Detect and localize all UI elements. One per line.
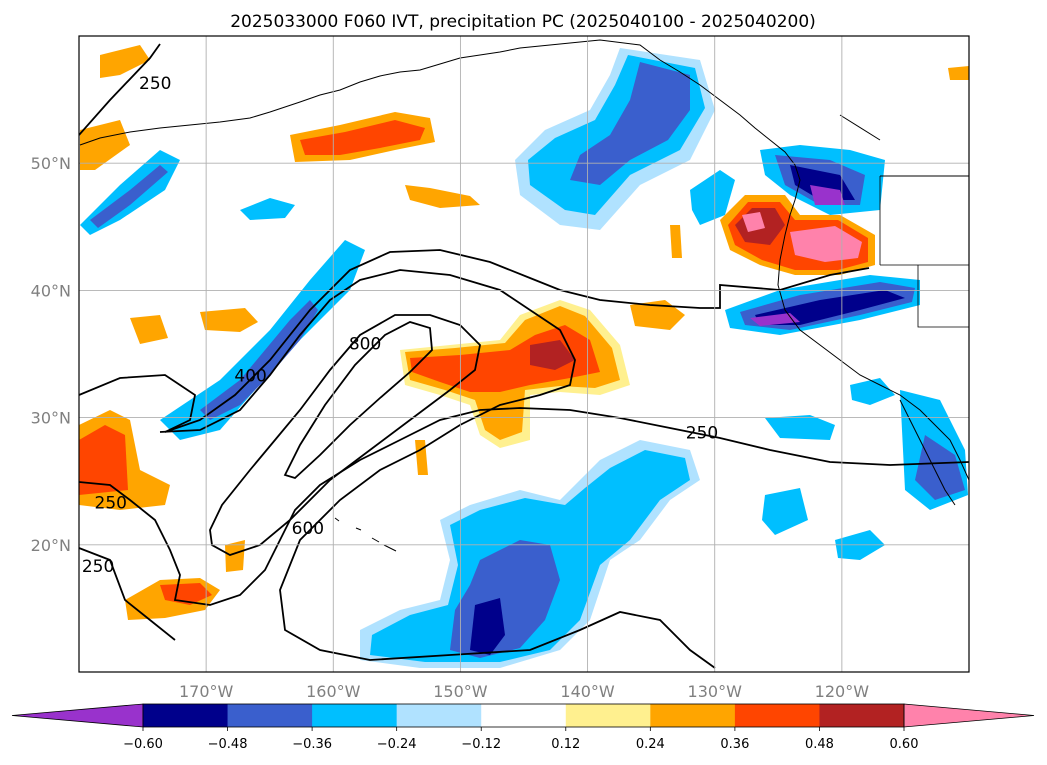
colorbar-segment	[396, 704, 482, 727]
pos-anomaly-central-pacific-dark	[530, 340, 575, 370]
colorbar-segment	[143, 704, 229, 727]
pos-anomaly-small-i	[100, 45, 150, 78]
lon-tick-label: 150°W	[433, 682, 488, 701]
ivt-800	[283, 321, 433, 480]
neg-anomaly-small-1	[240, 198, 295, 220]
lon-tick-label: 120°W	[815, 682, 870, 701]
contour-label: 250	[95, 494, 127, 514]
longitude-labels: 170°W 160°W 150°W 140°W 130°W 120°W	[179, 682, 869, 701]
lon-tick-label: 140°W	[560, 682, 615, 701]
colorbar-tick-label: 0.36	[720, 737, 749, 752]
colorbar-segment	[312, 704, 398, 727]
lat-tick-label: 20°N	[31, 536, 71, 555]
colorbar-tick-label: 0.48	[805, 737, 834, 752]
neg-anomaly-small-5	[765, 415, 835, 440]
colorbar-tick-label: 0.60	[890, 737, 919, 752]
colorbar-segment	[734, 704, 820, 727]
contour-label: 400	[234, 366, 266, 386]
latitude-labels: 50°N 40°N 30°N 20°N	[31, 154, 71, 555]
pos-anomaly-small-b	[130, 315, 168, 344]
pos-anomaly-westedge-red	[79, 425, 128, 495]
baja-peninsula	[899, 399, 956, 506]
colorbar-segment	[481, 704, 567, 727]
colorbar-outline	[142, 703, 905, 728]
hawaii-islands	[334, 517, 397, 552]
lat-tick-label: 30°N	[31, 409, 71, 428]
pos-anomaly-aleutian-red	[300, 120, 425, 155]
figure-title: 2025033000 F060 IVT, precipitation PC (2…	[230, 12, 816, 32]
neg-anomaly-small-2	[690, 170, 735, 225]
canada-border	[839, 114, 969, 177]
pos-anomaly-small-h	[225, 540, 245, 572]
colorbar-tick-label: 0.12	[551, 737, 580, 752]
us-state-lines	[879, 176, 969, 328]
contour-label: 250	[139, 74, 171, 94]
contour-label: 250	[82, 557, 114, 577]
colorbar-tick-label: −0.60	[123, 737, 163, 752]
pos-anomaly-small-a	[200, 308, 258, 332]
colorbar-tick-label: −0.36	[292, 737, 332, 752]
neg-anomaly-small-3	[762, 488, 808, 535]
lon-tick-label: 130°W	[688, 682, 743, 701]
colorbar-segment	[819, 704, 905, 727]
ivt-600	[209, 314, 481, 556]
map-panel: 250 400 800 600 250 250 250	[78, 35, 970, 673]
neg-anomaly-subtropics-dark	[470, 598, 505, 655]
neg-anomaly-california-purple	[750, 313, 800, 326]
neg-anomaly-baja-inner	[915, 435, 965, 500]
ivt-400	[159, 269, 716, 669]
colorbar-tick-label: 0.24	[636, 737, 665, 752]
pos-anomaly-small-f	[670, 225, 682, 258]
ivt-250-north	[79, 43, 161, 136]
pos-anomaly-southwest-red	[160, 583, 212, 605]
precip-pc-fills	[79, 45, 969, 668]
pos-anomaly-small-c	[630, 300, 685, 330]
contour-labels: 250 400 800 600 250 250 250	[82, 74, 718, 577]
colorbar-segment	[565, 704, 651, 727]
pos-anomaly-small-j	[948, 66, 969, 80]
lat-tick-label: 50°N	[31, 154, 71, 173]
gridlines	[79, 36, 969, 672]
coastlines	[79, 39, 969, 552]
pos-anomaly-oregon-pink-small	[742, 212, 765, 232]
colorbar-segment	[650, 704, 736, 727]
lon-tick-label: 170°W	[179, 682, 234, 701]
colorbar	[11, 703, 1035, 728]
colorbar-tick-label: −0.12	[461, 737, 501, 752]
neg-anomaly-bc-purple	[810, 185, 845, 205]
neg-anomaly-west-pacific-inner	[200, 300, 318, 420]
ivt-250-main	[79, 249, 870, 433]
neg-anomaly-gulf-alaska-inner	[570, 62, 690, 185]
map-border	[78, 35, 970, 673]
lat-tick-label: 40°N	[31, 281, 71, 300]
contour-label: 600	[292, 519, 324, 539]
colorbar-extend-max	[903, 703, 1035, 728]
colorbar-segment	[227, 704, 313, 727]
ivt-contours	[79, 43, 969, 669]
colorbar-labels: −0.60 −0.48 −0.36 −0.24 −0.12 0.12 0.24 0.36 0.4…	[123, 727, 918, 752]
ivt-250-west	[79, 547, 176, 641]
pos-anomaly-small-d	[80, 120, 130, 170]
contour-label: 800	[349, 335, 381, 355]
contour-label: 250	[686, 424, 718, 444]
colorbar-tick-label: −0.48	[208, 737, 248, 752]
pos-anomaly-small-g	[415, 440, 428, 475]
lon-tick-label: 160°W	[306, 682, 361, 701]
pos-anomaly-small-e	[405, 185, 480, 208]
alaska-coast	[79, 39, 969, 481]
pos-anomaly-oregon-pink	[790, 226, 862, 262]
neg-anomaly-dateline-inner	[90, 165, 168, 228]
colorbar-tick-label: −0.24	[377, 737, 417, 752]
neg-anomaly-small-6	[850, 378, 895, 405]
colorbar-extend-min	[11, 703, 144, 728]
